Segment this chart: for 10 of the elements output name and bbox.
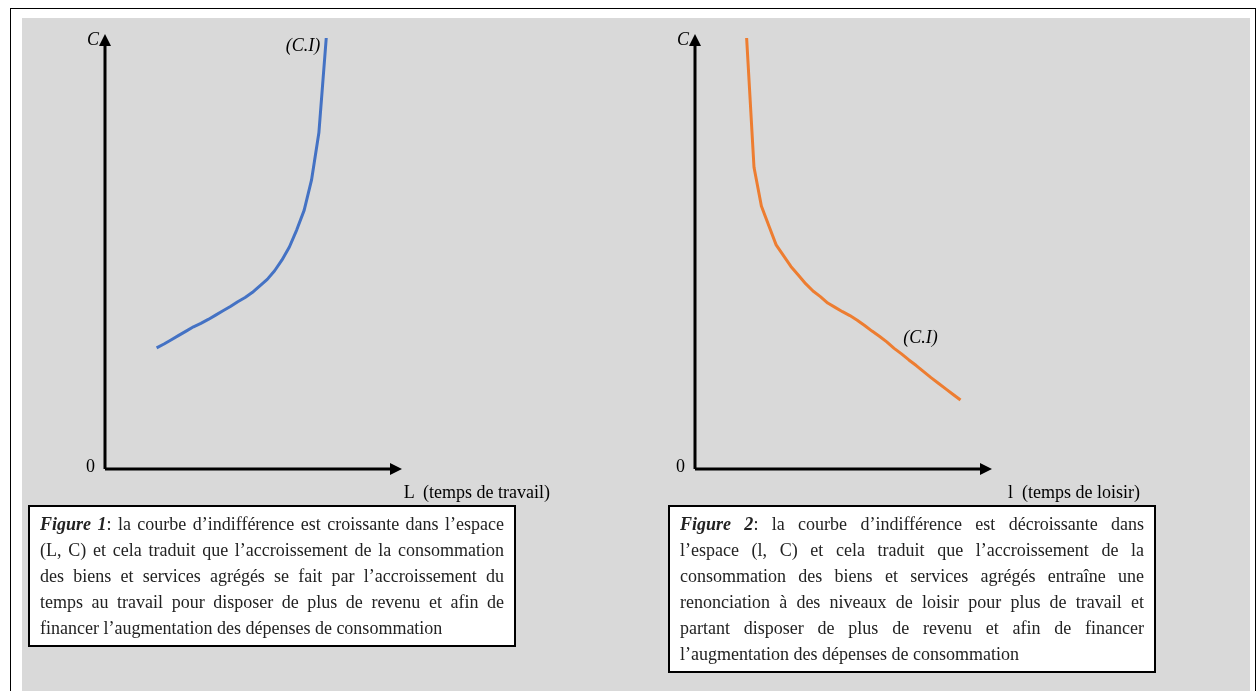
series-label: (C.I) xyxy=(903,326,938,348)
x-axis-title: l (temps de loisir) xyxy=(1008,481,1140,503)
series-label: (C.I) xyxy=(285,34,321,56)
x-axis-title: L (temps de travail) xyxy=(403,481,550,503)
caption: Figure 1: la courbe d’indifférence est croissante dans l’espace (L, C) et cela traduit que l’accroissement de la consommation des biens et services agrégés se fait par l’accroissement du temps au travail pour disposer de plus de revenu et afin de financer l’augmentation des dépenses de consommation xyxy=(28,505,516,647)
y-axis-title: C xyxy=(86,28,100,49)
y-axis-title: C xyxy=(676,28,690,49)
text: 0 xyxy=(676,455,685,476)
text: 0 xyxy=(86,455,95,476)
caption: Figure 2: la courbe d’indifférence est décroissante dans l’espace (l, C) et cela traduit que l’accroissement de la consommation des biens et services agrégés entraîne une renonciation à des niveaux de loisir pour plus de travail et partant disposer de plus de revenu et afin de financer l’augmentation des dépenses de consommation xyxy=(668,505,1156,673)
